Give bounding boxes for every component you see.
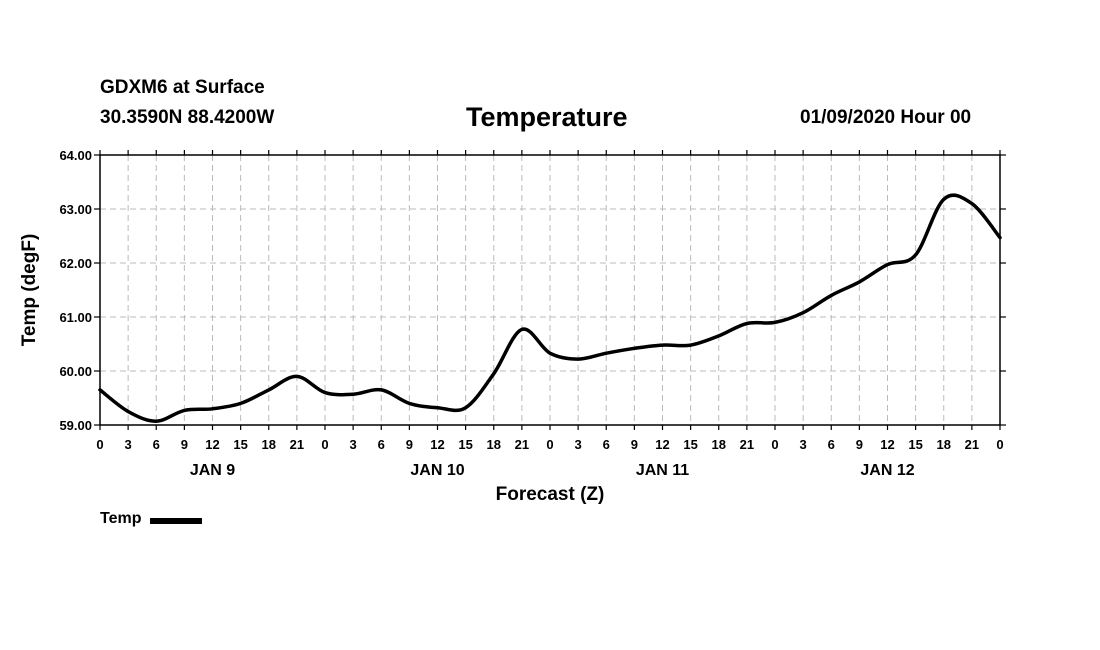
x-tick-label: 9 [406,437,413,452]
x-tick-label: 18 [262,437,276,452]
x-tick-label: 3 [350,437,357,452]
x-tick-label: 9 [856,437,863,452]
y-tick-label: 59.00 [59,418,92,433]
x-tick-label: 3 [575,437,582,452]
x-tick-label: 0 [546,437,553,452]
day-label: JAN 12 [860,462,914,479]
x-tick-label: 18 [937,437,951,452]
chart-title: Temperature [466,102,628,132]
y-tick-label: 61.00 [59,310,92,325]
x-tick-label: 15 [458,437,472,452]
x-tick-label: 12 [880,437,894,452]
legend: Temp [100,510,203,528]
x-tick-label: 15 [908,437,922,452]
x-axis-label: Forecast (Z) [496,484,605,505]
day-label: JAN 9 [190,462,235,479]
y-axis-label: Temp (degF) [19,234,40,347]
series-line-temp [98,193,1002,423]
grid-lines [100,155,1000,425]
x-tick-label: 6 [603,437,610,452]
x-tick-label: 21 [290,437,304,452]
station-coordinates: 30.3590N 88.4200W [100,107,275,128]
x-tick-label: 9 [631,437,638,452]
legend-swatch [150,517,203,524]
axis-ticks [94,150,1006,430]
x-tick-label: 0 [96,437,103,452]
forecast-datetime: 01/09/2020 Hour 00 [800,107,972,128]
x-tick-label: 18 [712,437,726,452]
y-tick-label: 62.00 [59,256,92,271]
x-tick-label: 6 [378,437,385,452]
x-tick-label: 0 [771,437,778,452]
y-tick-label: 64.00 [59,148,92,163]
legend-label: Temp [100,510,142,527]
day-label: JAN 11 [636,462,689,479]
y-tick-label: 60.00 [59,364,92,379]
day-labels: JAN 9 JAN 10 JAN 11 JAN 12 [190,462,915,479]
x-tick-label: 15 [683,437,697,452]
x-tick-label: 6 [828,437,835,452]
x-tick-label: 6 [153,437,160,452]
day-label: JAN 10 [410,462,464,479]
x-tick-label: 15 [233,437,247,452]
x-tick-label: 21 [740,437,754,452]
station-name: GDXM6 at Surface [100,77,265,98]
y-tick-label: 63.00 [59,202,92,217]
x-tick-label: 0 [996,437,1003,452]
x-tick-label: 3 [125,437,132,452]
y-tick-labels: 59.00 60.00 61.00 62.00 63.00 64.00 [59,148,92,433]
x-tick-label: 0 [321,437,328,452]
x-tick-label: 12 [655,437,669,452]
x-tick-label: 9 [181,437,188,452]
x-tick-label: 3 [800,437,807,452]
x-tick-label: 21 [515,437,529,452]
x-tick-label: 21 [965,437,979,452]
x-tick-label: 12 [205,437,219,452]
x-tick-label: 18 [487,437,501,452]
x-tick-labels: 0 3 6 9 12 15 18 21 0 3 6 9 12 15 18 21 0 3 6 9 12 15 18 21 0 3 6 9… [96,437,1003,452]
x-tick-label: 12 [430,437,444,452]
